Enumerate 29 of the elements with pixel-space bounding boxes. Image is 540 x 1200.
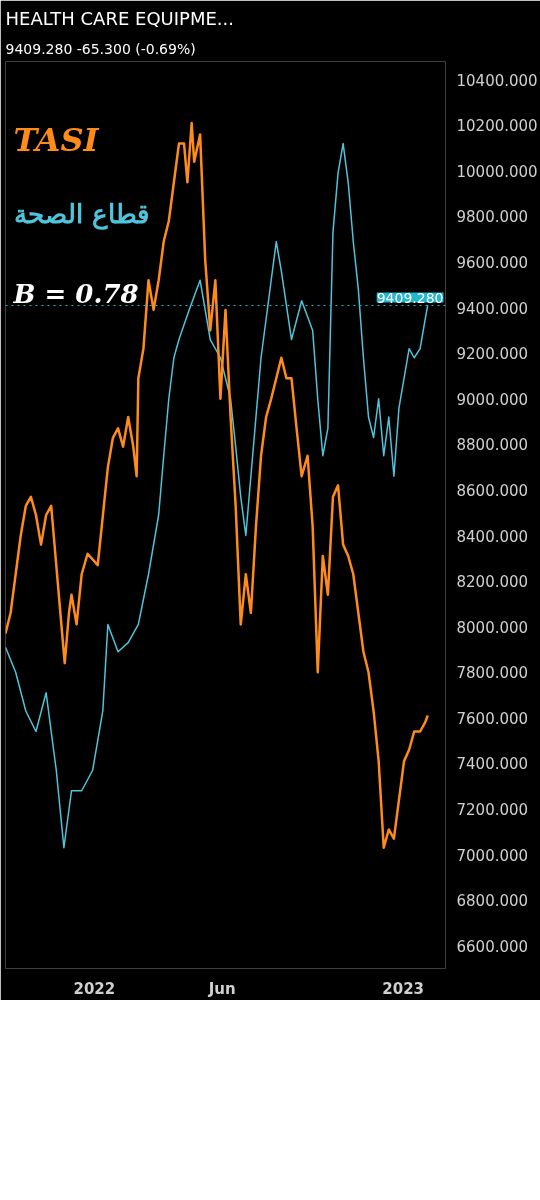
y-tick-label: 9400.000 [456, 299, 529, 318]
text: TASI [13, 120, 100, 159]
y-tick-label: 9800.000 [456, 208, 529, 227]
y-tick-label: 7400.000 [456, 755, 529, 774]
x-tick-label: 2022 [73, 979, 116, 998]
y-tick-label: 8000.000 [456, 618, 529, 637]
y-tick-label: 7200.000 [456, 800, 529, 819]
chart-title: HEALTH CARE EQUIPME... [5, 7, 234, 29]
y-tick-label: 8800.000 [456, 436, 529, 455]
y-tick-label: 8400.000 [456, 527, 529, 546]
y-tick-label: 6800.000 [456, 892, 529, 911]
y-tick-label: 8200.000 [456, 573, 529, 592]
chart-subtitle: 9409.280 -65.300 (-0.69%) [5, 40, 196, 57]
ref-line-label: 9409.280 [376, 289, 444, 306]
y-tick-label: 10000.000 [456, 162, 538, 181]
y-tick-label: 7800.000 [456, 664, 529, 683]
y-tick-label: 7000.000 [456, 846, 529, 865]
text: قطاع الصحة [13, 198, 149, 230]
y-tick-label: 9000.000 [456, 390, 529, 409]
y-tick-label: 8600.000 [456, 481, 529, 500]
y-tick-label: 10200.000 [456, 117, 538, 136]
y-tick-label: 9600.000 [456, 254, 529, 273]
annotation: B = 0.78 [12, 278, 139, 309]
x-tick-label: 2023 [382, 979, 425, 998]
x-tick-label: Jun [207, 979, 236, 998]
y-tick-label: 10400.000 [456, 71, 538, 90]
y-tick-label: 7600.000 [456, 709, 529, 728]
y-tick-label: 9200.000 [456, 345, 529, 364]
y-tick-label: 6600.000 [456, 937, 529, 956]
